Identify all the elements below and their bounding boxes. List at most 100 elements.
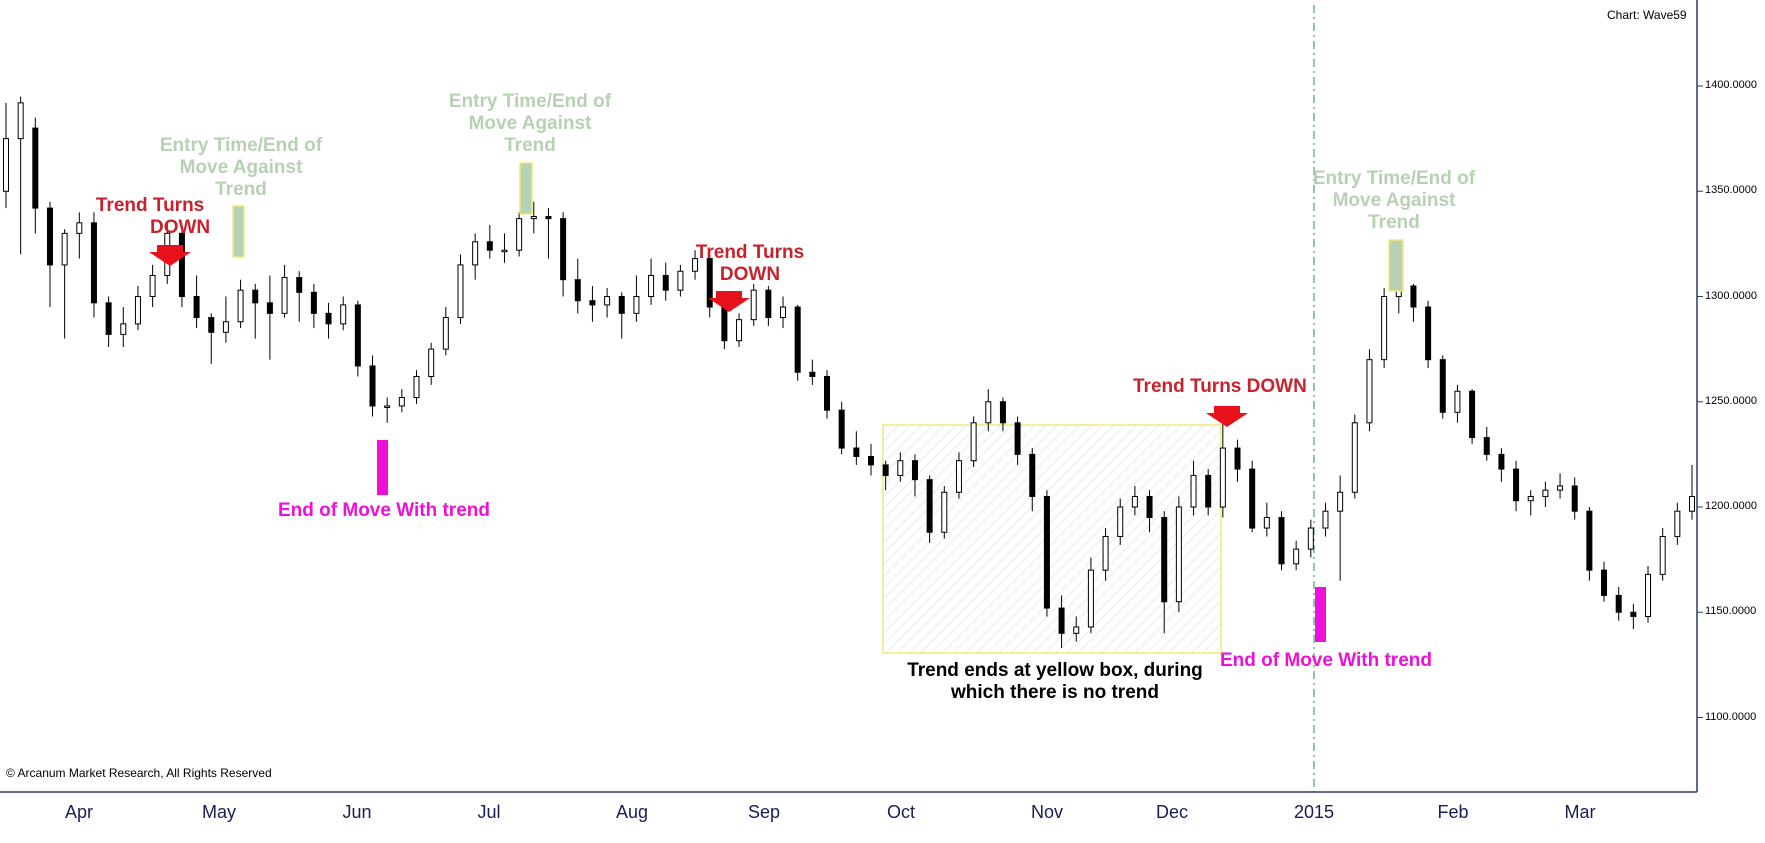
candle-bear <box>46 207 53 266</box>
entry-label-3-line1: Entry Time/End of <box>1312 168 1476 189</box>
time-tick-label: Aug <box>615 802 649 822</box>
candle-bear <box>266 302 273 314</box>
price-tick-marks <box>1697 85 1703 718</box>
candle-bear <box>486 241 493 251</box>
entry-label-1-line3: Trend <box>215 179 267 200</box>
time-tick-label: Sep <box>747 802 781 822</box>
candle-bull <box>677 270 684 291</box>
candle-bear <box>90 222 97 304</box>
candle-bear <box>1205 474 1212 508</box>
entry-label-2-line2: Move Against <box>468 113 592 134</box>
candle-bear <box>765 289 772 319</box>
candle-bear <box>706 258 713 308</box>
candle-bear <box>560 218 567 281</box>
candle-bear <box>1014 422 1021 455</box>
candle-bull <box>516 218 523 251</box>
candle-bull <box>237 289 244 323</box>
end-move-label-2: End of Move With trend <box>1220 650 1432 671</box>
trend-down-label-3: Trend Turns DOWN <box>1133 376 1307 397</box>
candle-bull <box>1454 390 1461 413</box>
entry-label-1: Entry Time/End of Move Against Trend <box>156 135 326 201</box>
time-tick-label: 2015 <box>1293 802 1335 822</box>
candle-bear <box>310 291 317 314</box>
price-tick-label: 1200.0000 <box>1705 500 1757 512</box>
entry-label-2-line1: Entry Time/End of <box>448 91 612 112</box>
candle-bear <box>589 300 596 306</box>
candle-bear <box>1043 495 1050 609</box>
candle-bear <box>1058 607 1065 634</box>
entry-marker-3 <box>1388 239 1404 292</box>
candle-bull <box>1645 573 1652 617</box>
end-move-marker-2 <box>1315 587 1326 642</box>
candle-bear <box>296 277 303 293</box>
no-trend-box <box>882 424 1222 654</box>
candle-bull <box>1557 485 1564 491</box>
candle-bear <box>1161 517 1168 603</box>
candle-bull <box>120 323 127 335</box>
trend-down-label-1-line2: DOWN <box>150 217 211 238</box>
price-tick-label: 1100.0000 <box>1705 710 1757 723</box>
candles-group <box>3 96 1695 649</box>
candle-bear <box>1586 510 1593 571</box>
candle-bear <box>1601 569 1608 596</box>
end-move-label-1: End of Move With trend <box>278 500 490 521</box>
candle-bull <box>1381 296 1388 361</box>
candle-bear <box>1249 468 1256 529</box>
candle-bull <box>1073 626 1080 634</box>
candle-bull <box>1307 527 1314 550</box>
candle-bull <box>149 274 156 298</box>
candle-bull <box>428 348 435 377</box>
candle-bull <box>1351 422 1358 493</box>
candle-bull <box>1175 506 1182 603</box>
candle-bear <box>208 317 215 333</box>
candle-bear <box>32 127 39 209</box>
trend-down-label-1-line1: Trend Turns <box>95 195 205 216</box>
candle-bear <box>252 289 259 304</box>
candle-bull <box>1293 548 1300 565</box>
candle-bull <box>970 422 977 462</box>
no-trend-caption: Trend ends at yellow box, during which t… <box>880 660 1230 704</box>
candle-bear <box>178 232 185 298</box>
candle-bear <box>1483 437 1490 455</box>
entry-marker-2 <box>519 162 533 215</box>
candle-bear <box>1630 611 1637 617</box>
candle-bull <box>955 460 962 493</box>
end-move-marker-1 <box>377 440 388 495</box>
candle-bear <box>999 401 1006 424</box>
down-arrow-1 <box>149 245 191 266</box>
price-tick-label: 1250.0000 <box>1705 394 1757 407</box>
candle-bear <box>354 304 361 367</box>
trend-down-label-2-line1: Trend Turns <box>695 242 805 263</box>
time-tick-label: Oct <box>886 802 916 822</box>
entry-label-2-line3: Trend <box>504 135 556 156</box>
candle-bull <box>472 241 479 266</box>
candle-bear <box>1410 285 1417 308</box>
entry-label-2: Entry Time/End of Move Against Trend <box>445 91 615 157</box>
candle-bear <box>809 371 816 377</box>
candle-bear <box>853 447 860 457</box>
candle-bear <box>1469 390 1476 439</box>
candle-bull <box>413 375 420 399</box>
price-tick-label: 1400.0000 <box>1705 79 1757 91</box>
candle-bear <box>882 464 889 476</box>
candle-bear <box>1615 594 1622 613</box>
candle-bull <box>985 401 992 424</box>
candle-bear <box>1146 495 1153 519</box>
candle-bear <box>1439 359 1446 413</box>
candle-bear <box>1571 485 1578 512</box>
candle-bull <box>501 249 508 253</box>
candle-bull <box>530 216 537 220</box>
candle-bear <box>824 375 831 411</box>
candle-bull <box>648 274 655 298</box>
candle-bull <box>1337 491 1344 512</box>
candle-bull <box>3 138 9 192</box>
candle-bear <box>1513 468 1520 502</box>
price-tick-label: 1350.0000 <box>1705 184 1757 197</box>
candle-bull <box>750 289 757 321</box>
candle-bear <box>1234 447 1241 470</box>
chart-source-label: Chart: Wave59 <box>1607 8 1687 22</box>
candle-bear <box>911 460 918 481</box>
time-tick-label: Mar <box>1564 802 1596 822</box>
candle-bull <box>281 277 288 314</box>
time-tick-label: Jun <box>342 802 372 822</box>
